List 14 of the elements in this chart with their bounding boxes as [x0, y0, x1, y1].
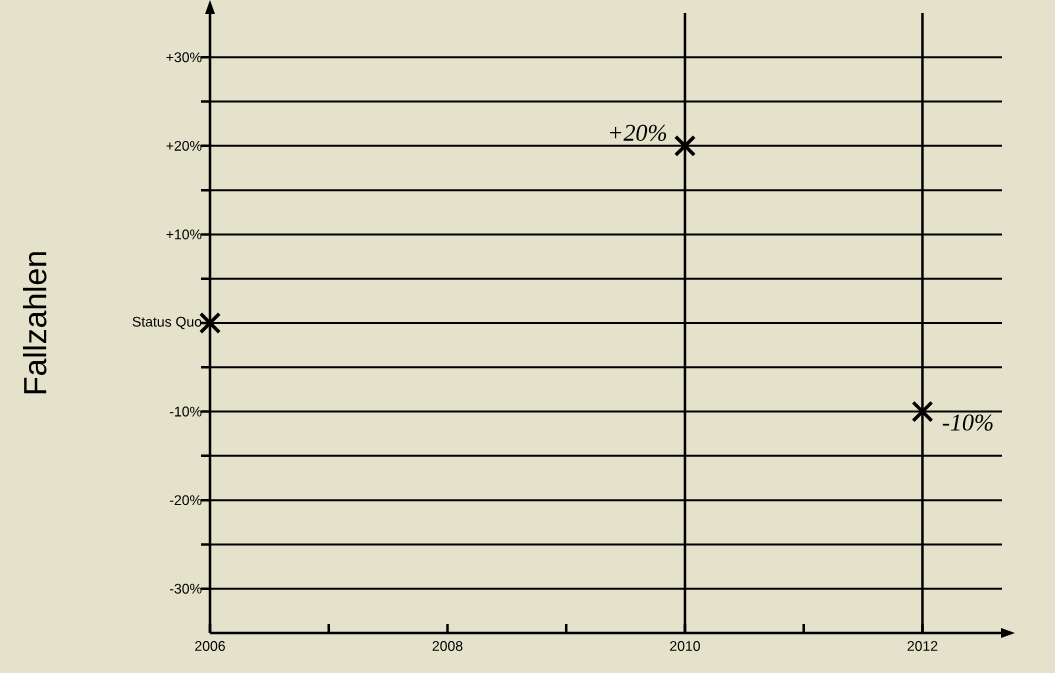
y-tick-label: -30%: [169, 583, 202, 594]
y-axis-title: Fallzahlen: [22, 252, 47, 394]
x-tick-label: 2012: [907, 641, 938, 651]
y-tick-label: +20%: [166, 140, 202, 151]
x-tick-label: 2010: [670, 641, 700, 651]
data-label: -10%: [942, 414, 993, 431]
y-tick-label: +30%: [166, 52, 202, 63]
x-tick-label: 2008: [432, 641, 463, 651]
y-tick-label: -20%: [169, 495, 202, 506]
y-tick-label: -10%: [169, 406, 202, 417]
data-label: +20%: [610, 124, 667, 141]
y-tick-label: +10%: [166, 229, 202, 240]
x-tick-label: 2006: [195, 641, 225, 651]
y-tick-label: Status Quo: [132, 316, 202, 330]
